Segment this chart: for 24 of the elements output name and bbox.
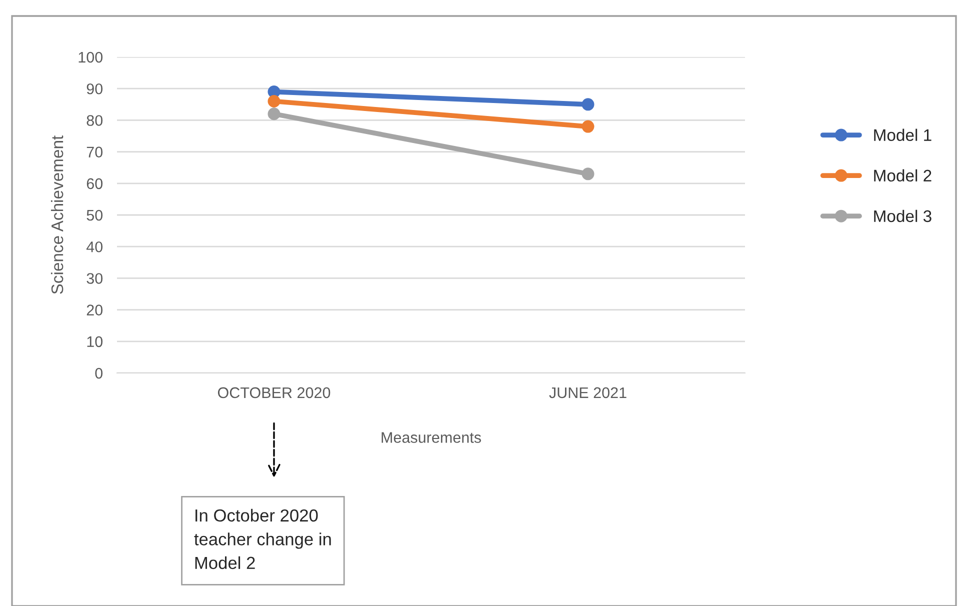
y-tick-label: 10 — [87, 336, 103, 348]
legend-label: Model 2 — [874, 169, 932, 182]
y-tick-label: 0 — [95, 368, 103, 379]
y-tick-label: 100 — [78, 52, 103, 63]
text: In October 2020 teacher change in Model 2 — [194, 508, 331, 570]
point — [582, 168, 594, 180]
legend-label: Model 3 — [874, 210, 932, 222]
y-tick-label: 70 — [86, 146, 103, 158]
point — [268, 94, 280, 108]
y-tick-label: 50 — [86, 210, 103, 221]
y-tick-label: 60 — [86, 178, 103, 190]
point — [268, 108, 280, 120]
y-tick-label: 40 — [86, 241, 103, 252]
y-tick-label: 30 — [86, 273, 103, 284]
x-tick-label: JUNE 2021 — [549, 387, 626, 398]
x-tick-label: OCTOBER 2020 — [218, 387, 330, 398]
y-tick-label: 80 — [86, 115, 103, 126]
y-tick-label: 90 — [86, 83, 103, 94]
y-tick-label: 20 — [86, 304, 103, 316]
legend-label: Model 1 — [874, 128, 932, 142]
point — [582, 98, 594, 111]
y-axis-title: Science Achievement — [50, 135, 64, 294]
x-axis-title: Measurements — [382, 432, 481, 443]
point — [582, 120, 594, 133]
